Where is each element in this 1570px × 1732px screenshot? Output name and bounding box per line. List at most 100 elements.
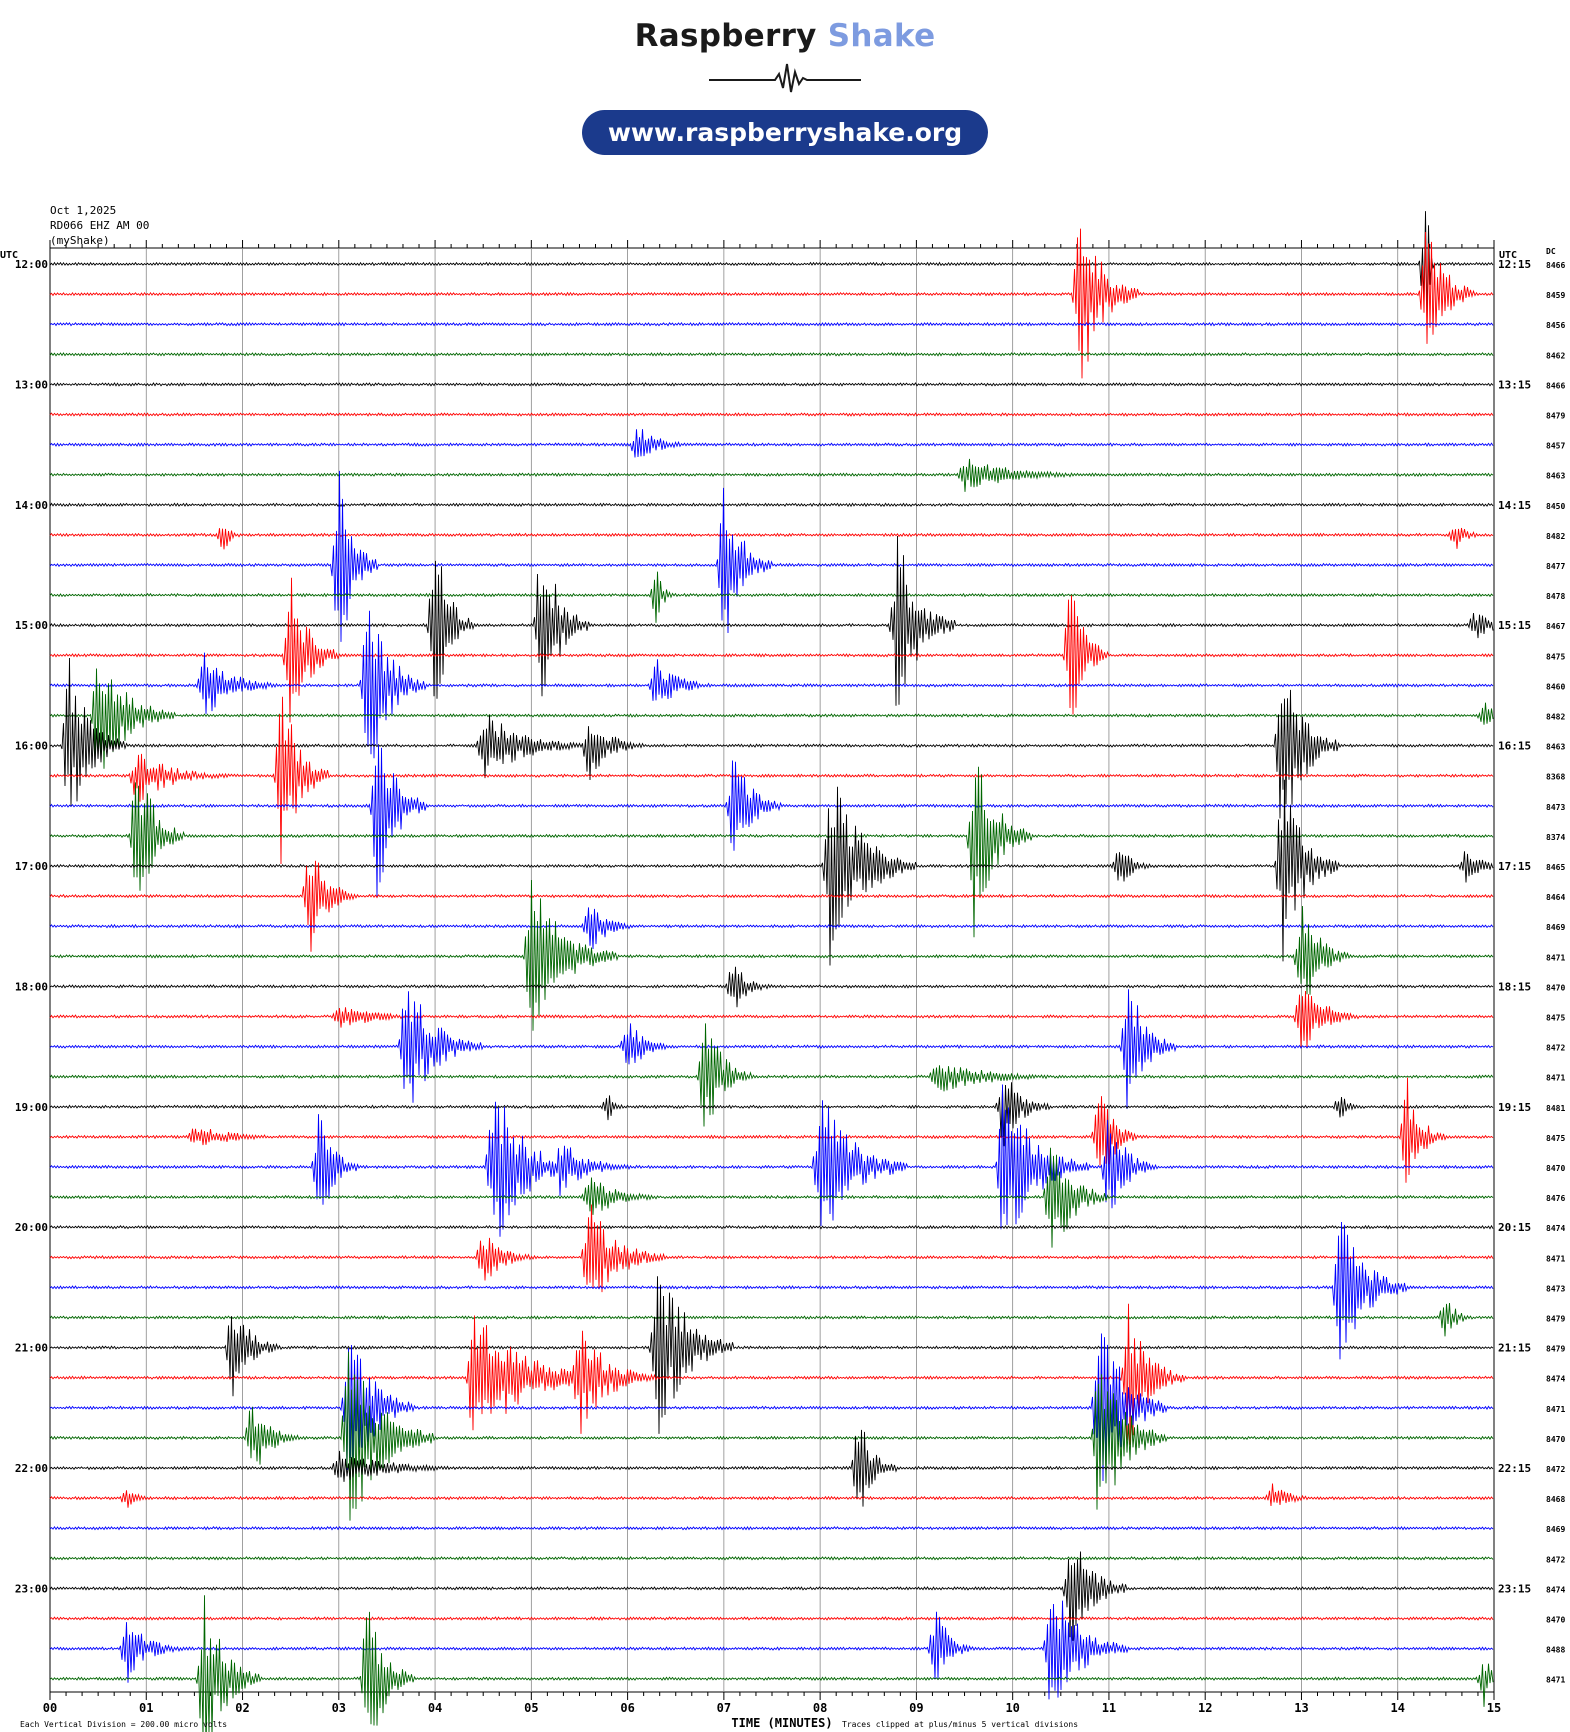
seismic-trace [49, 1429, 1494, 1507]
dc-value-label: 8472 [1546, 1044, 1565, 1053]
seismic-trace [49, 744, 1494, 897]
right-hour-label: 18:15 [1498, 980, 1531, 993]
dc-value-label: 8470 [1546, 1435, 1565, 1444]
x-tick-label: 14 [1391, 1701, 1405, 1715]
x-tick-label: 06 [620, 1701, 634, 1715]
seismic-trace [49, 577, 1494, 723]
dc-value-label: 8478 [1546, 592, 1565, 601]
chart-grid [49, 240, 1495, 1700]
dc-value-label: 8471 [1546, 1405, 1565, 1414]
seismic-trace [49, 1616, 1494, 1621]
x-tick-label: 03 [332, 1701, 346, 1715]
seismic-trace [49, 412, 1494, 417]
brand-name-part2: Shake [827, 18, 936, 54]
dc-value-label: 8466 [1546, 381, 1565, 390]
seismic-trace [49, 228, 1494, 379]
right-hour-label: 12:15 [1498, 258, 1531, 271]
right-hour-label: 15:15 [1498, 619, 1531, 632]
dc-value-label: 8450 [1546, 502, 1565, 511]
seismic-trace [49, 766, 1494, 938]
plot-frame [49, 247, 1495, 1693]
x-tick-label: 04 [428, 1701, 442, 1715]
seismic-trace [49, 527, 1494, 550]
left-hour-label: 17:00 [15, 860, 48, 873]
dc-value-label: 8479 [1546, 412, 1565, 421]
seismic-trace [49, 1483, 1494, 1508]
seismic-trace [49, 1351, 1494, 1521]
seismic-trace [49, 1023, 1494, 1127]
dc-value-label: 8457 [1546, 442, 1565, 451]
dc-value-label: 8470 [1546, 1164, 1565, 1173]
dc-value-label: 8482 [1546, 713, 1565, 722]
x-tick-label: 07 [717, 1701, 731, 1715]
seismic-trace [49, 535, 1494, 706]
seismic-trace [49, 470, 1494, 642]
seismic-trace [49, 1595, 1494, 1732]
right-hour-label: 19:15 [1498, 1101, 1531, 1114]
left-hour-label: 15:00 [15, 619, 48, 632]
left-hour-label: 21:00 [15, 1342, 48, 1355]
dc-value-label: 8471 [1546, 1254, 1565, 1263]
seismic-trace [49, 1084, 1494, 1237]
dc-value-label: 8469 [1546, 923, 1565, 932]
dc-value-label: 8470 [1546, 1616, 1565, 1625]
seismic-trace [49, 1276, 1494, 1434]
right-hour-label: 13:15 [1498, 378, 1531, 391]
right-hour-label: 20:15 [1498, 1221, 1531, 1234]
footer-scale-note: Each Vertical Division = 200.00 micro vo… [20, 1720, 227, 1729]
dc-value-label: 8474 [1546, 1375, 1565, 1384]
seismic-trace [49, 907, 1494, 950]
seismic-trace [49, 1555, 1494, 1561]
right-utc-label: UTC [1499, 250, 1517, 261]
dc-value-label: 8368 [1546, 773, 1565, 782]
dc-value-label: 8374 [1546, 833, 1565, 842]
seismic-trace [49, 1077, 1494, 1183]
seismic-trace [49, 990, 1494, 1049]
dc-value-label: 8477 [1546, 562, 1565, 571]
x-tick-label: 12 [1198, 1701, 1212, 1715]
dc-value-label: 8463 [1546, 472, 1565, 481]
left-utc-label: UTC [0, 250, 18, 261]
station-code: RD066 EHZ AM 00 [50, 219, 150, 232]
left-hour-label: 23:00 [15, 1582, 48, 1595]
footer-clip-note: Traces clipped at plus/minus 5 vertical … [842, 1720, 1078, 1729]
brand-header: Raspberry Shake www.raspberryshake.org [0, 18, 1570, 155]
record-date: Oct 1,2025 [50, 204, 117, 217]
dc-value-label: 8473 [1546, 803, 1565, 812]
seismic-trace [49, 1600, 1494, 1700]
x-tick-label: 01 [139, 1701, 153, 1715]
x-tick-label: 15 [1487, 1701, 1501, 1715]
x-tick-label: 09 [909, 1701, 923, 1715]
dc-value-label: 8479 [1546, 1315, 1565, 1324]
seismic-trace [49, 382, 1494, 387]
x-tick-label: 08 [813, 1701, 827, 1715]
dc-value-label: 8464 [1546, 893, 1565, 902]
left-hour-label: 16:00 [15, 740, 48, 753]
seismic-trace [49, 429, 1494, 458]
seismic-trace [49, 668, 1494, 769]
left-hour-label: 18:00 [15, 980, 48, 993]
dc-value-label: 8468 [1546, 1495, 1565, 1504]
right-hour-label: 17:15 [1498, 860, 1531, 873]
seismic-trace [49, 1147, 1494, 1248]
seismic-trace [49, 657, 1494, 819]
seismic-trace [49, 211, 1494, 322]
dc-value-label: 8474 [1546, 1585, 1565, 1594]
dc-value-label: 8482 [1546, 532, 1565, 541]
dc-value-label: 8465 [1546, 863, 1565, 872]
brand-url-link[interactable]: www.raspberryshake.org [581, 110, 989, 155]
dc-value-label: 8472 [1546, 1555, 1565, 1564]
seismic-trace [49, 502, 1494, 508]
dc-value-label: 8471 [1546, 1676, 1565, 1685]
left-hour-label: 19:00 [15, 1101, 48, 1114]
x-tick-label: 13 [1294, 1701, 1308, 1715]
seismic-trace [49, 966, 1494, 1008]
seismic-trace [49, 860, 1494, 952]
right-hour-label: 23:15 [1498, 1582, 1531, 1595]
dc-value-label: 8460 [1546, 682, 1565, 691]
dc-label: DC [1546, 247, 1556, 256]
dc-value-label: 8475 [1546, 652, 1565, 661]
seismic-trace [49, 610, 1494, 759]
right-hour-label: 21:15 [1498, 1342, 1531, 1355]
